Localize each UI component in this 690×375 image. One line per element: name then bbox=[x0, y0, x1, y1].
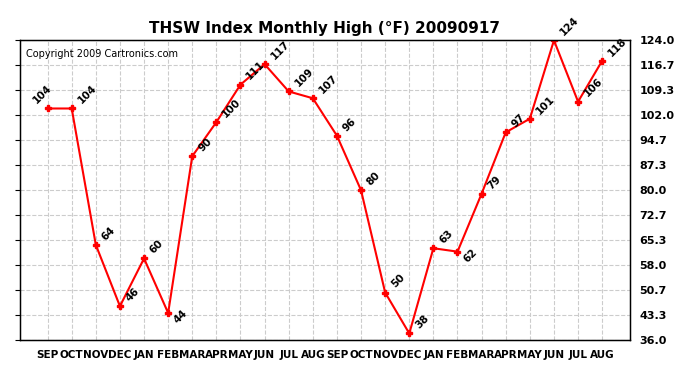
Text: 100: 100 bbox=[221, 97, 243, 119]
Text: 38: 38 bbox=[413, 314, 431, 331]
Text: 101: 101 bbox=[534, 93, 556, 116]
Text: 104: 104 bbox=[76, 83, 99, 106]
Text: 118: 118 bbox=[607, 36, 629, 58]
Text: 64: 64 bbox=[100, 225, 117, 242]
Text: 44: 44 bbox=[172, 308, 190, 326]
Text: 60: 60 bbox=[148, 238, 166, 256]
Text: 63: 63 bbox=[437, 228, 455, 246]
Text: 96: 96 bbox=[341, 116, 358, 133]
Text: 107: 107 bbox=[317, 73, 339, 96]
Text: 109: 109 bbox=[293, 66, 315, 88]
Text: Copyright 2009 Cartronics.com: Copyright 2009 Cartronics.com bbox=[26, 50, 178, 59]
Text: 104: 104 bbox=[31, 83, 53, 106]
Text: 80: 80 bbox=[365, 170, 382, 188]
Text: 111: 111 bbox=[245, 59, 267, 82]
Text: 117: 117 bbox=[269, 39, 291, 62]
Text: 90: 90 bbox=[197, 136, 214, 153]
Text: 62: 62 bbox=[462, 247, 479, 264]
Text: 79: 79 bbox=[486, 174, 503, 191]
Title: THSW Index Monthly High (°F) 20090917: THSW Index Monthly High (°F) 20090917 bbox=[149, 21, 500, 36]
Text: 50: 50 bbox=[389, 273, 406, 290]
Text: 97: 97 bbox=[510, 112, 527, 130]
Text: 106: 106 bbox=[582, 76, 604, 99]
Text: 46: 46 bbox=[124, 286, 141, 303]
Text: 124: 124 bbox=[558, 15, 581, 38]
